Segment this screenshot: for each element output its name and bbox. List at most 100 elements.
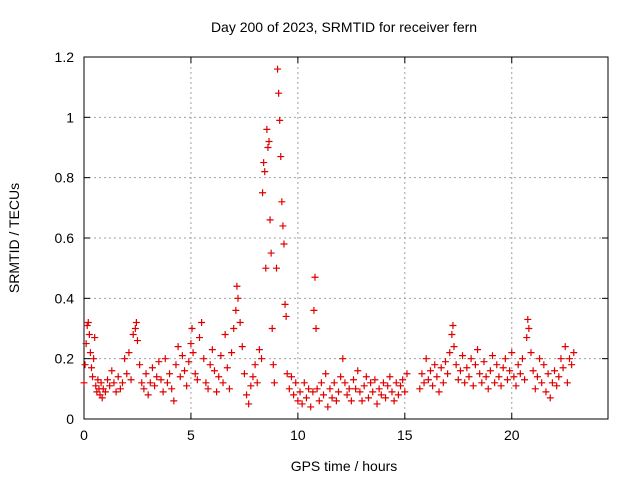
data-point	[570, 349, 578, 357]
data-point	[97, 379, 105, 387]
data-point	[510, 373, 518, 381]
data-point	[491, 379, 499, 387]
data-point	[493, 361, 501, 369]
data-point	[138, 379, 146, 387]
data-point	[264, 144, 272, 151]
data-point	[449, 321, 457, 329]
data-point	[261, 168, 269, 176]
data-point	[508, 349, 516, 357]
x-tick-label: 10	[290, 427, 306, 443]
data-point	[362, 373, 370, 381]
data-point	[277, 153, 285, 161]
data-point	[503, 376, 511, 384]
data-point	[330, 379, 338, 387]
data-point	[394, 391, 402, 399]
data-point	[328, 394, 336, 402]
data-point	[420, 379, 428, 387]
data-point	[176, 373, 184, 381]
data-point	[263, 125, 271, 133]
data-point	[225, 385, 233, 393]
data-point	[243, 391, 251, 399]
data-point	[247, 382, 255, 390]
data-point	[251, 361, 259, 369]
data-point	[133, 337, 141, 345]
x-tick-label: 20	[504, 427, 520, 443]
data-point	[255, 346, 263, 354]
data-point	[551, 367, 559, 375]
data-point	[89, 373, 97, 381]
data-point	[431, 361, 439, 369]
data-point	[168, 385, 176, 393]
data-point	[285, 385, 293, 393]
data-point	[266, 216, 274, 224]
data-point	[390, 397, 398, 405]
data-point	[544, 370, 552, 378]
data-point	[403, 370, 411, 378]
data-point	[83, 321, 91, 329]
data-point	[367, 379, 375, 387]
data-point	[166, 370, 174, 378]
data-point	[444, 370, 452, 378]
data-point	[153, 373, 161, 381]
data-point	[112, 388, 120, 396]
data-point	[282, 312, 290, 320]
data-point	[501, 355, 509, 363]
chart-title: Day 200 of 2023, SRMTID for receiver fer…	[211, 19, 477, 35]
data-point	[514, 361, 522, 369]
data-point	[499, 364, 507, 372]
data-point	[275, 89, 283, 97]
data-point	[129, 331, 137, 339]
data-point	[87, 364, 95, 372]
data-point	[188, 325, 196, 332]
data-point	[181, 367, 189, 375]
data-point	[341, 379, 349, 387]
data-point	[435, 388, 443, 396]
data-point	[495, 373, 503, 381]
data-point	[219, 379, 227, 387]
data-point	[310, 306, 318, 314]
data-point	[279, 222, 287, 230]
data-point	[471, 361, 479, 369]
data-point	[345, 385, 353, 393]
data-point	[204, 385, 212, 393]
data-point	[142, 370, 150, 378]
data-point	[317, 379, 325, 387]
data-point	[104, 376, 112, 384]
data-point	[280, 240, 288, 248]
data-point	[397, 382, 405, 390]
data-point	[163, 379, 171, 387]
data-point	[553, 382, 561, 390]
data-point	[298, 400, 306, 408]
data-point	[305, 385, 313, 393]
data-point	[155, 358, 163, 366]
data-point	[98, 394, 106, 402]
data-point	[335, 388, 343, 396]
data-point	[240, 370, 248, 378]
data-point	[228, 349, 236, 357]
data-point	[379, 379, 387, 387]
data-point	[191, 370, 199, 378]
data-point	[185, 358, 193, 366]
data-point	[474, 346, 482, 354]
data-point	[518, 355, 526, 363]
y-tick-label: 0.8	[55, 170, 75, 186]
data-point	[94, 376, 102, 384]
data-point	[525, 325, 533, 332]
data-point	[426, 367, 434, 375]
data-point	[326, 385, 334, 393]
data-point	[287, 373, 295, 381]
data-point	[546, 394, 554, 402]
data-point	[557, 355, 565, 363]
data-point	[159, 388, 167, 396]
axis-ticks: 0 5 10 15 20 0 0.2 0.4 0.6 0.8 1 1.2	[55, 49, 608, 443]
data-point	[258, 355, 266, 363]
data-point	[161, 355, 169, 363]
data-point	[450, 343, 458, 351]
data-point	[433, 373, 441, 381]
data-point	[178, 352, 186, 360]
data-point	[200, 355, 208, 363]
data-point	[358, 397, 366, 405]
data-point	[127, 376, 135, 384]
data-point	[461, 379, 469, 387]
data-point	[221, 331, 229, 339]
